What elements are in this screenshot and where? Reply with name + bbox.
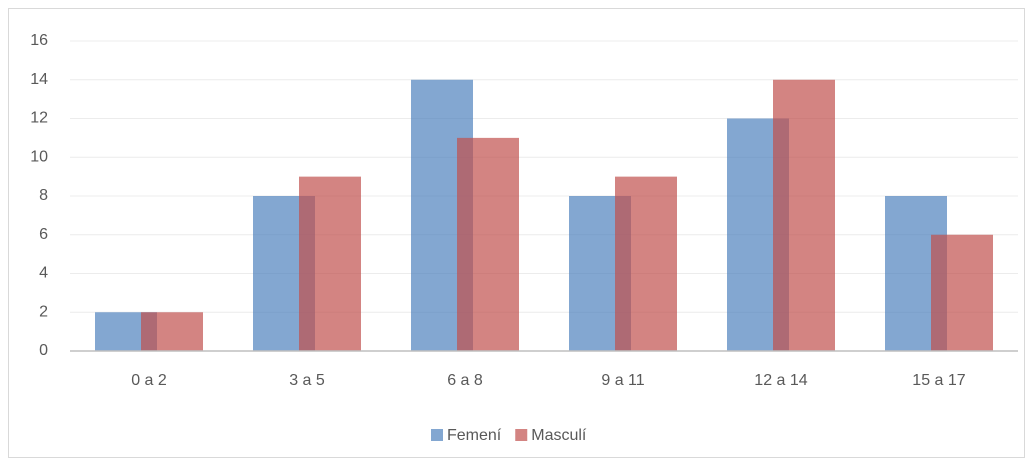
y-tick-label: 6 (39, 226, 48, 243)
x-tick-label: 3 a 5 (289, 372, 325, 389)
y-tick-label: 14 (30, 71, 48, 88)
y-tick-label: 8 (39, 187, 48, 204)
legend-swatch (515, 429, 528, 441)
x-tick-label: 6 a 8 (447, 372, 483, 389)
legend-label: Masculí (531, 427, 587, 444)
bar (457, 137, 519, 351)
y-tick-label: 12 (30, 110, 48, 127)
legend-swatch (431, 429, 443, 441)
x-tick-label: 9 a 11 (601, 372, 644, 389)
bar (615, 176, 677, 351)
x-tick-label: 15 a 17 (912, 372, 965, 389)
y-tick-label: 10 (30, 148, 48, 165)
y-tick-label: 0 (39, 342, 48, 359)
bar (299, 176, 361, 351)
y-tick-label: 16 (30, 32, 48, 49)
y-tick-label: 4 (39, 265, 48, 282)
x-tick-label: 0 a 2 (131, 372, 167, 389)
x-tick-label: 12 a 14 (754, 372, 807, 389)
bar (773, 79, 835, 351)
legend-label: Femení (447, 427, 502, 444)
bar (931, 234, 993, 351)
bar (141, 312, 203, 351)
y-tick-label: 2 (39, 303, 48, 320)
